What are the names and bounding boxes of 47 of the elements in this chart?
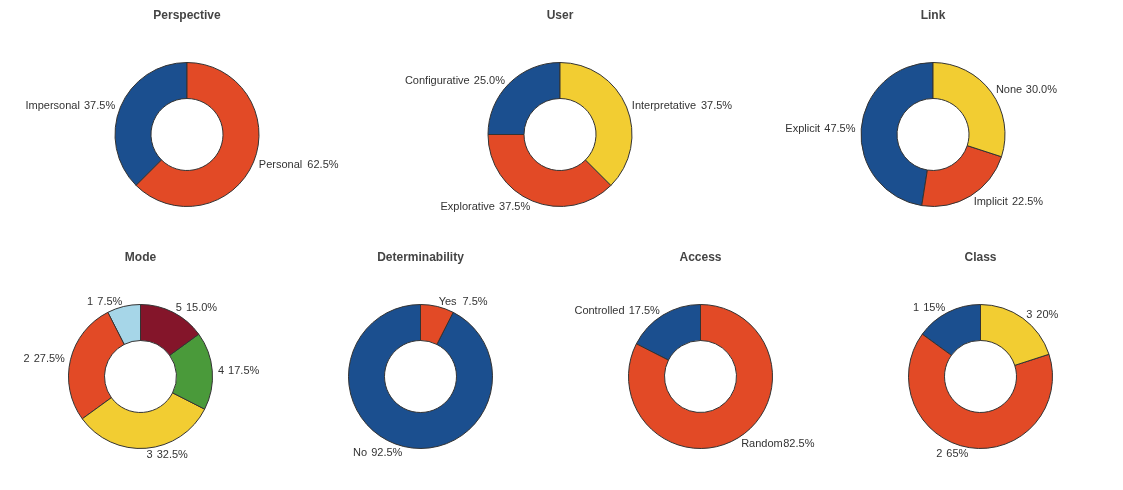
data-label: 65% <box>946 447 969 460</box>
data-label: 32.5% <box>156 448 189 461</box>
chart-title: User <box>546 7 574 22</box>
data-label: 22.5% <box>1011 194 1044 207</box>
data-label: 15.0% <box>185 301 218 314</box>
slice-label: Explorative <box>440 200 495 213</box>
slice-label: Random <box>741 436 783 449</box>
data-label: 62.5% <box>307 158 339 171</box>
slice-label: None <box>995 82 1023 95</box>
data-label: 82.5% <box>783 436 815 449</box>
data-label: 30.0% <box>1025 82 1058 95</box>
data-label: 7.5% <box>462 294 488 307</box>
data-label: 20% <box>1036 307 1059 320</box>
slice-label: Impersonal <box>25 98 80 111</box>
slice-label: 1 <box>87 294 94 307</box>
slice-label: Configurative <box>404 73 470 86</box>
chart-title: Determinability <box>377 249 465 264</box>
data-label: 7.5% <box>97 294 123 307</box>
slice-label: Explicit <box>785 122 821 135</box>
slice-label: 3 <box>146 448 153 461</box>
slice-label: Yes <box>438 294 458 307</box>
data-label: 47.5% <box>824 122 856 135</box>
slice-label: Implicit <box>973 194 1008 207</box>
slice-label: Interpretative <box>631 98 697 111</box>
data-label: 92.5% <box>371 446 403 459</box>
slice-label: No <box>352 446 368 459</box>
data-label: 37.5% <box>83 98 116 111</box>
slice-label: 3 <box>1026 307 1033 320</box>
data-label: 37.5% <box>499 200 531 213</box>
data-label: 17.5% <box>228 364 260 377</box>
slice-label: Controlled <box>574 304 625 317</box>
chart-title: Class <box>964 249 997 264</box>
slice-label: 2 <box>23 352 30 365</box>
chart-title: Access <box>679 249 722 264</box>
slice-label: Personal <box>258 158 303 171</box>
slice-label: 2 <box>936 447 943 460</box>
slice-label: 1 <box>913 301 920 314</box>
data-label: 37.5% <box>700 98 733 111</box>
chart-title: Link <box>920 7 946 22</box>
slice-label: 4 <box>218 364 225 377</box>
chart-title: Mode <box>124 249 157 264</box>
data-label: 25.0% <box>473 73 506 86</box>
data-label: 17.5% <box>628 304 661 317</box>
chart-title: Perspective <box>153 7 222 22</box>
slice-label: 5 <box>175 301 182 314</box>
data-label: 15% <box>923 301 946 314</box>
data-label: 27.5% <box>33 352 66 365</box>
